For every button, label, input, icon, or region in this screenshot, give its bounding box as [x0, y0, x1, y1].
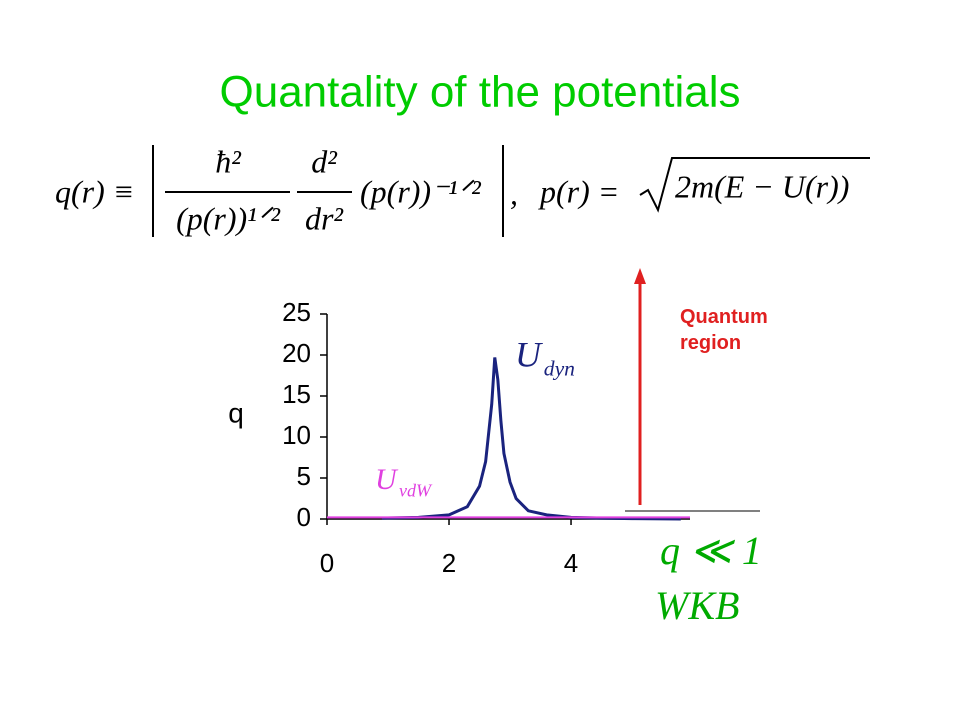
formula-part: dr² — [305, 200, 344, 236]
formula-part: 2m(E − U(r)) — [675, 168, 849, 204]
x-tick-label: 4 — [564, 548, 578, 578]
formula-part: (p(r))⁻¹ᐟ² — [360, 173, 482, 209]
x-tick-label: 2 — [442, 548, 456, 578]
x-tick-label: 0 — [320, 548, 334, 578]
formula-part: q(r) ≡ — [55, 173, 134, 209]
formula-part: p(r) = — [538, 173, 619, 209]
annotation: q ≪ 1 — [660, 528, 762, 573]
y-tick-label: 0 — [297, 502, 311, 532]
formula-lines — [152, 145, 870, 237]
series-label: U — [375, 463, 399, 496]
annotation: Quantum region — [680, 306, 768, 354]
series-label-sub: vdW — [399, 481, 433, 501]
y-axis-label: q — [228, 397, 244, 428]
y-tick-label: 25 — [282, 297, 311, 327]
formula-part: , — [510, 175, 518, 211]
y-tick-label: 15 — [282, 379, 311, 409]
slide-title: Quantality of the potentials — [220, 68, 741, 117]
formula-part: ħ² — [215, 143, 242, 179]
formula-part: d² — [311, 143, 338, 179]
formula-part: (p(r))¹ᐟ² — [176, 200, 281, 236]
y-tick-label: 10 — [282, 420, 311, 450]
series-label-sub: dyn — [544, 357, 575, 381]
annotation: WKB — [655, 583, 739, 628]
y-tick-label: 5 — [297, 461, 311, 491]
quantum-arrow — [634, 268, 646, 505]
y-tick-label: 20 — [282, 338, 311, 368]
series-label: U — [515, 334, 543, 374]
